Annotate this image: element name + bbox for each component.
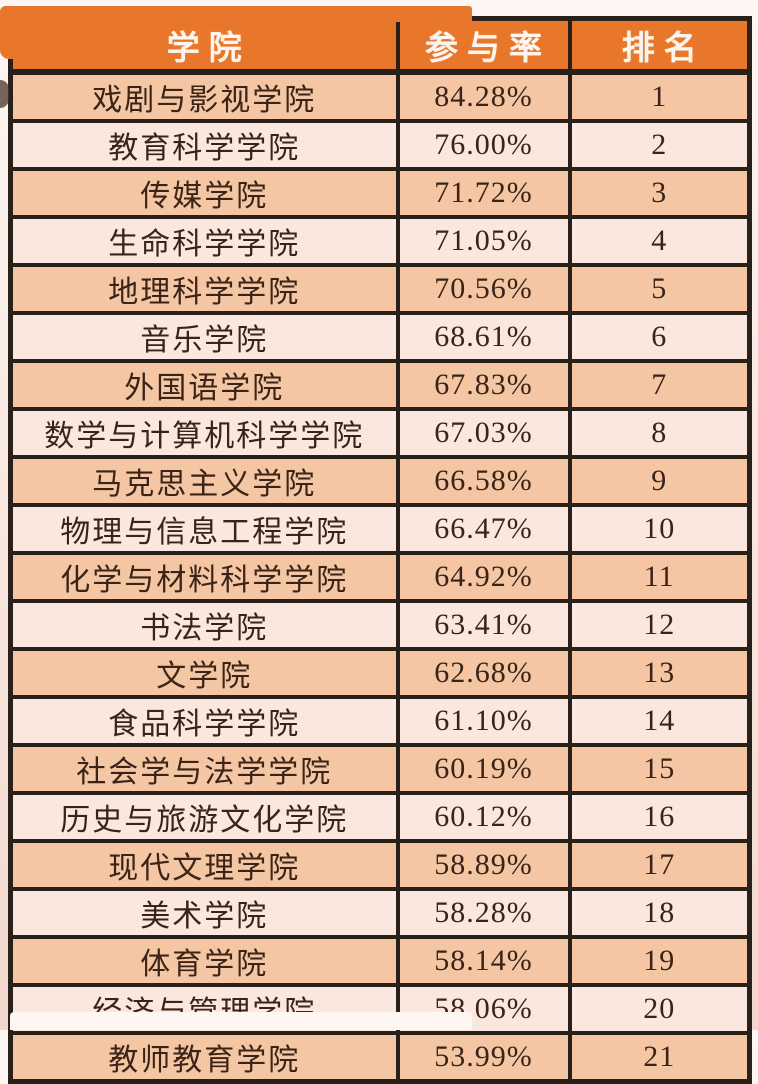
- rank-cell: 1: [567, 70, 752, 123]
- column-header-college: 学院: [8, 16, 400, 75]
- rate-cell: 70.56%: [395, 263, 572, 315]
- college-cell: 地理科学学院: [8, 263, 400, 315]
- header-artifact-left-strip: [0, 6, 13, 59]
- rate-cell: 71.72%: [395, 167, 572, 219]
- table-row: 现代文理学院 58.89% 17: [8, 839, 752, 891]
- college-cell: 戏剧与影视学院: [8, 70, 400, 123]
- table-row: 美术学院 58.28% 18: [8, 887, 752, 939]
- rank-cell: 21: [567, 1031, 752, 1084]
- rank-cell: 20: [567, 983, 752, 1035]
- rank-cell: 8: [567, 407, 752, 459]
- table-row: 戏剧与影视学院 84.28% 1: [8, 70, 752, 123]
- rate-cell: 58.06%: [395, 983, 572, 1035]
- college-cell: 美术学院: [8, 887, 400, 939]
- table-row: 生命科学学院 71.05% 4: [8, 215, 752, 267]
- rate-cell: 66.47%: [395, 503, 572, 555]
- table-row: 物理与信息工程学院 66.47% 10: [8, 503, 752, 555]
- table-row: 书法学院 63.41% 12: [8, 599, 752, 651]
- rate-cell: 53.99%: [395, 1031, 572, 1084]
- rate-cell: 58.89%: [395, 839, 572, 891]
- college-cell: 社会学与法学学院: [8, 743, 400, 795]
- college-cell: 物理与信息工程学院: [8, 503, 400, 555]
- header-row: 学院 参与率 排名: [8, 16, 752, 75]
- college-cell: 文学院: [8, 647, 400, 699]
- college-cell: 教育科学学院: [8, 119, 400, 171]
- table-body: 戏剧与影视学院 84.28% 1 教育科学学院 76.00% 2 传媒学院 71.72% 3 生命…: [8, 70, 752, 1084]
- college-cell: 体育学院: [8, 935, 400, 987]
- column-header-rank: 排名: [567, 16, 752, 75]
- college-cell: 食品科学学院: [8, 695, 400, 747]
- rank-cell: 4: [567, 215, 752, 267]
- college-cell: 教师教育学院: [8, 1031, 400, 1084]
- rank-cell: 6: [567, 311, 752, 363]
- rank-cell: 14: [567, 695, 752, 747]
- college-cell: 书法学院: [8, 599, 400, 651]
- table-row: 化学与材料科学学院 64.92% 11: [8, 551, 752, 603]
- table-row: 教师教育学院 53.99% 21: [8, 1031, 752, 1084]
- table-row: 地理科学学院 70.56% 5: [8, 263, 752, 315]
- rate-cell: 67.83%: [395, 359, 572, 411]
- college-cell: 化学与材料科学学院: [8, 551, 400, 603]
- rate-cell: 60.19%: [395, 743, 572, 795]
- table-header: 学院 参与率 排名: [8, 16, 752, 75]
- rank-cell: 9: [567, 455, 752, 507]
- table-row: 历史与旅游文化学院 60.12% 16: [8, 791, 752, 843]
- rank-cell: 7: [567, 359, 752, 411]
- college-cell: 数学与计算机科学学院: [8, 407, 400, 459]
- table-row: 外国语学院 67.83% 7: [8, 359, 752, 411]
- table-row: 音乐学院 68.61% 6: [8, 311, 752, 363]
- college-cell: 历史与旅游文化学院: [8, 791, 400, 843]
- college-cell: 马克思主义学院: [8, 455, 400, 507]
- table-row: 社会学与法学学院 60.19% 15: [8, 743, 752, 795]
- participation-rate-table: 学院 参与率 排名 戏剧与影视学院 84.28% 1 教育科学学院 76.00% 2 传媒学…: [8, 16, 752, 1084]
- college-cell: 现代文理学院: [8, 839, 400, 891]
- rank-cell: 19: [567, 935, 752, 987]
- rate-cell: 71.05%: [395, 215, 572, 267]
- table-row: 传媒学院 71.72% 3: [8, 167, 752, 219]
- rate-cell: 58.28%: [395, 887, 572, 939]
- college-cell: 生命科学学院: [8, 215, 400, 267]
- rank-cell: 16: [567, 791, 752, 843]
- rate-cell: 60.12%: [395, 791, 572, 843]
- rank-cell: 18: [567, 887, 752, 939]
- rank-cell: 17: [567, 839, 752, 891]
- rate-cell: 61.10%: [395, 695, 572, 747]
- rate-cell: 68.61%: [395, 311, 572, 363]
- rate-cell: 66.58%: [395, 455, 572, 507]
- column-header-rate: 参与率: [395, 16, 572, 75]
- college-cell: 音乐学院: [8, 311, 400, 363]
- rate-cell: 63.41%: [395, 599, 572, 651]
- rank-cell: 2: [567, 119, 752, 171]
- rate-cell: 58.14%: [395, 935, 572, 987]
- rate-cell: 67.03%: [395, 407, 572, 459]
- table-row: 文学院 62.68% 13: [8, 647, 752, 699]
- table-row: 体育学院 58.14% 19: [8, 935, 752, 987]
- table-row: 马克思主义学院 66.58% 9: [8, 455, 752, 507]
- rate-cell: 76.00%: [395, 119, 572, 171]
- rate-cell: 62.68%: [395, 647, 572, 699]
- rate-cell: 64.92%: [395, 551, 572, 603]
- table-row: 数学与计算机科学学院 67.03% 8: [8, 407, 752, 459]
- college-cell: 外国语学院: [8, 359, 400, 411]
- photo-smudge-artifact: [0, 80, 9, 108]
- rate-cell: 84.28%: [395, 70, 572, 123]
- table-row: 食品科学学院 61.10% 14: [8, 695, 752, 747]
- rank-cell: 5: [567, 263, 752, 315]
- rank-cell: 3: [567, 167, 752, 219]
- rank-cell: 10: [567, 503, 752, 555]
- rank-cell: 13: [567, 647, 752, 699]
- rank-cell: 12: [567, 599, 752, 651]
- rank-cell: 15: [567, 743, 752, 795]
- table-row: 教育科学学院 76.00% 2: [8, 119, 752, 171]
- photo-bottom-patch-artifact: [10, 1012, 472, 1030]
- header-artifact-top-strip: [0, 6, 472, 22]
- rank-cell: 11: [567, 551, 752, 603]
- college-cell: 传媒学院: [8, 167, 400, 219]
